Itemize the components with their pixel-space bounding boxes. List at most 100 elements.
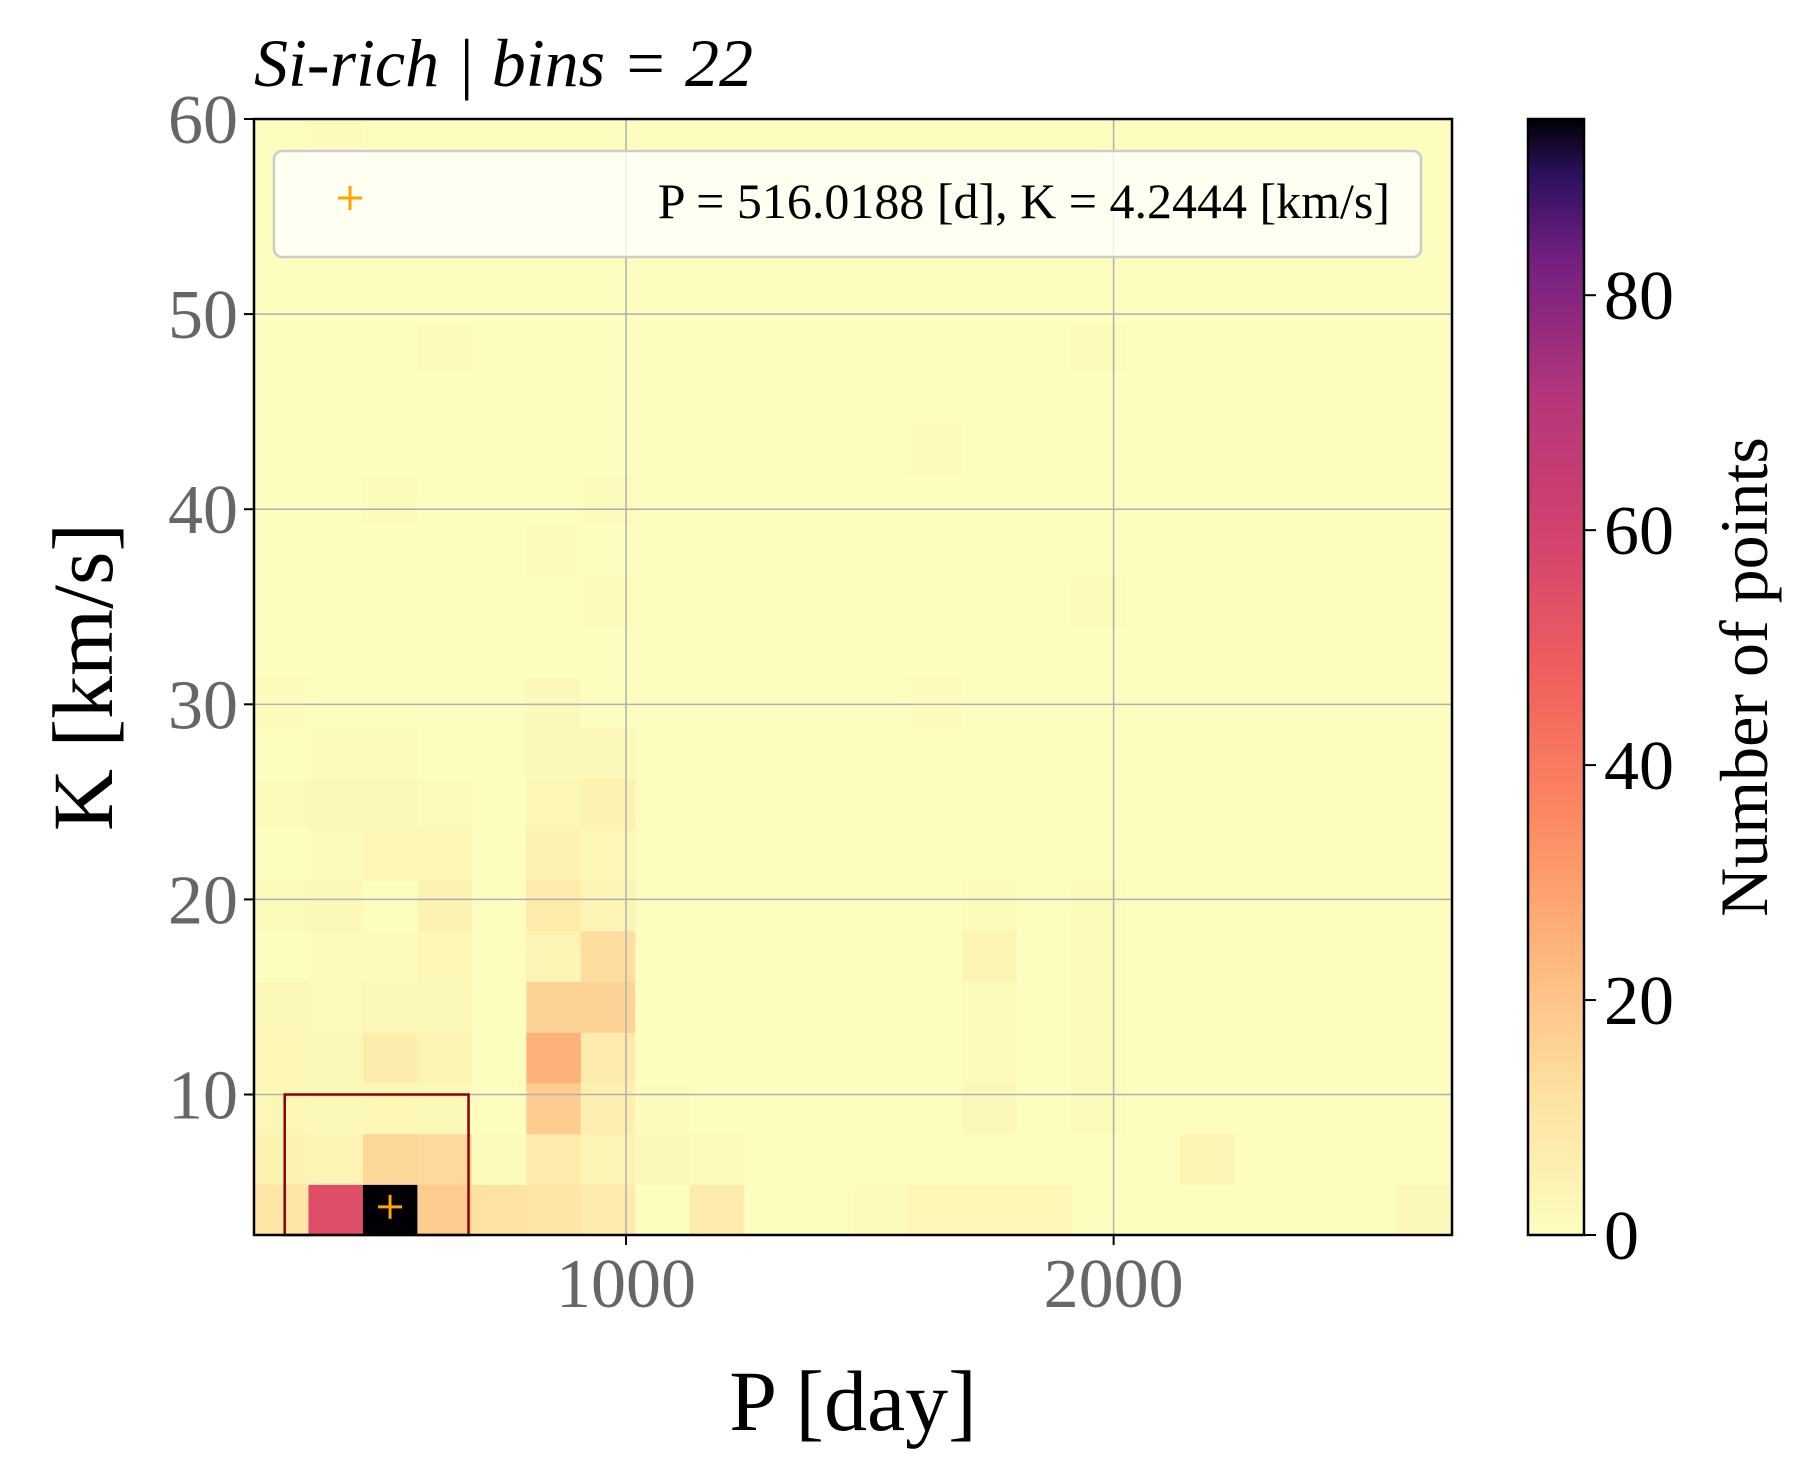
- heatmap-cell: [1125, 778, 1181, 830]
- heatmap-cell: [1234, 778, 1290, 830]
- heatmap-cell: [744, 981, 800, 1033]
- heatmap-cell: [689, 423, 745, 475]
- heatmap-cell: [308, 1032, 364, 1084]
- heatmap-cell: [744, 778, 800, 830]
- heatmap-cell: [798, 423, 854, 475]
- heatmap-cell: [1234, 930, 1290, 982]
- heatmap-cell: [417, 423, 473, 475]
- heatmap-cell: [1070, 1082, 1127, 1135]
- heatmap-cell: [254, 423, 310, 475]
- heatmap-cell: [580, 474, 636, 526]
- heatmap-cell: [1179, 829, 1235, 881]
- heatmap-cell: [635, 1133, 691, 1185]
- heatmap-cell: [1397, 372, 1453, 424]
- heatmap-cell: [471, 524, 527, 577]
- heatmap-cell: [1070, 372, 1127, 424]
- heatmap-cell: [1397, 1184, 1453, 1236]
- heatmap-cell: [580, 1184, 636, 1236]
- heatmap-cell: [962, 727, 1018, 780]
- heatmap-cell: [798, 981, 854, 1033]
- heatmap-cell: [635, 1082, 691, 1135]
- colorbar-tick-label: 20: [1604, 963, 1674, 1040]
- heatmap-cell: [526, 474, 582, 526]
- heatmap-cell: [635, 321, 691, 374]
- colorbar-tick-label: 0: [1604, 1198, 1639, 1275]
- heatmap-cell: [362, 879, 418, 932]
- heatmap-cell: [1070, 575, 1127, 627]
- heatmap-cell: [1288, 727, 1344, 780]
- heatmap-cell: [417, 930, 473, 982]
- heatmap-cell: [1070, 1184, 1127, 1236]
- heatmap-cell: [1179, 321, 1235, 374]
- heatmap-cell: [362, 524, 418, 577]
- heatmap-cell: [471, 1133, 527, 1185]
- heatmap-cell: [1288, 474, 1344, 526]
- heatmap-cell: [1397, 981, 1453, 1033]
- heatmap-cell: [1343, 677, 1399, 729]
- heatmap-cell: [362, 829, 418, 881]
- colorbar-tick-label: 40: [1604, 728, 1674, 805]
- heatmap-cell: [526, 575, 582, 627]
- heatmap-cell: [471, 423, 527, 475]
- heatmap-cell: [744, 423, 800, 475]
- heatmap-cell: [907, 677, 963, 729]
- heatmap-cell: [907, 372, 963, 424]
- heatmap-cell: [853, 879, 909, 932]
- heatmap-cell: [308, 879, 364, 932]
- heatmap-cell: [744, 930, 800, 982]
- heatmap-cell: [689, 1184, 745, 1236]
- heatmap-cell: [254, 474, 310, 526]
- colorbar-gradient: [1526, 117, 1586, 1237]
- heatmap-cell: [635, 372, 691, 424]
- heatmap-cell: [853, 930, 909, 982]
- heatmap-cell: [1343, 423, 1399, 475]
- heatmap-cell: [254, 524, 310, 577]
- heatmap-cell: [254, 372, 310, 424]
- heatmap-cell: [1343, 879, 1399, 932]
- heatmap-cell: [853, 626, 909, 678]
- heatmap-cell: [580, 626, 636, 678]
- y-tick-label: 10: [168, 1058, 238, 1135]
- heatmap-cell: [1016, 1133, 1072, 1185]
- heatmap-cell: [744, 677, 800, 729]
- heatmap-cell: [1397, 829, 1453, 881]
- heatmap-cell: [1179, 930, 1235, 982]
- heatmap-cell: [526, 1184, 582, 1236]
- heatmap-cell: [1125, 1032, 1181, 1084]
- heatmap-cell: [1016, 321, 1072, 374]
- heatmap-cell: [1179, 727, 1235, 780]
- heatmap-cell: [471, 778, 527, 830]
- heatmap-cell: [580, 575, 636, 627]
- heatmap-cell: [907, 321, 963, 374]
- heatmap-cell: [254, 981, 310, 1033]
- heatmap-cell: [1288, 372, 1344, 424]
- heatmap-cell: [798, 524, 854, 577]
- colorbar-label: Number of points: [1706, 437, 1782, 917]
- heatmap-cell: [417, 524, 473, 577]
- heatmap-cell: [1016, 1082, 1072, 1135]
- heatmap-cell: [1016, 727, 1072, 780]
- heatmap-cell: [1070, 474, 1127, 526]
- heatmap-cell: [1016, 778, 1072, 830]
- heatmap-cell: [689, 1032, 745, 1084]
- heatmap-cell: [417, 1184, 473, 1236]
- heatmap-cell: [526, 879, 582, 932]
- heatmap-cell: [1070, 829, 1127, 881]
- heatmap-cell: [798, 677, 854, 729]
- heatmap-cell: [1288, 930, 1344, 982]
- heatmap-cell: [853, 1032, 909, 1084]
- heatmap-cell: [635, 423, 691, 475]
- heatmap-cell: [1288, 321, 1344, 374]
- heatmap-cell: [1070, 930, 1127, 982]
- heatmap-cell: [907, 1032, 963, 1084]
- heatmap-cell: [1288, 1082, 1344, 1135]
- heatmap-cell: [1125, 1082, 1181, 1135]
- y-tick-label: 50: [168, 277, 238, 354]
- heatmap-cell: [1179, 626, 1235, 678]
- heatmap-cell: [308, 474, 364, 526]
- heatmap-cell: [798, 1082, 854, 1135]
- heatmap-cell: [417, 1082, 473, 1135]
- heatmap-cell: [1397, 677, 1453, 729]
- y-tick-label: 20: [168, 862, 238, 939]
- heatmap-cell: [1070, 879, 1127, 932]
